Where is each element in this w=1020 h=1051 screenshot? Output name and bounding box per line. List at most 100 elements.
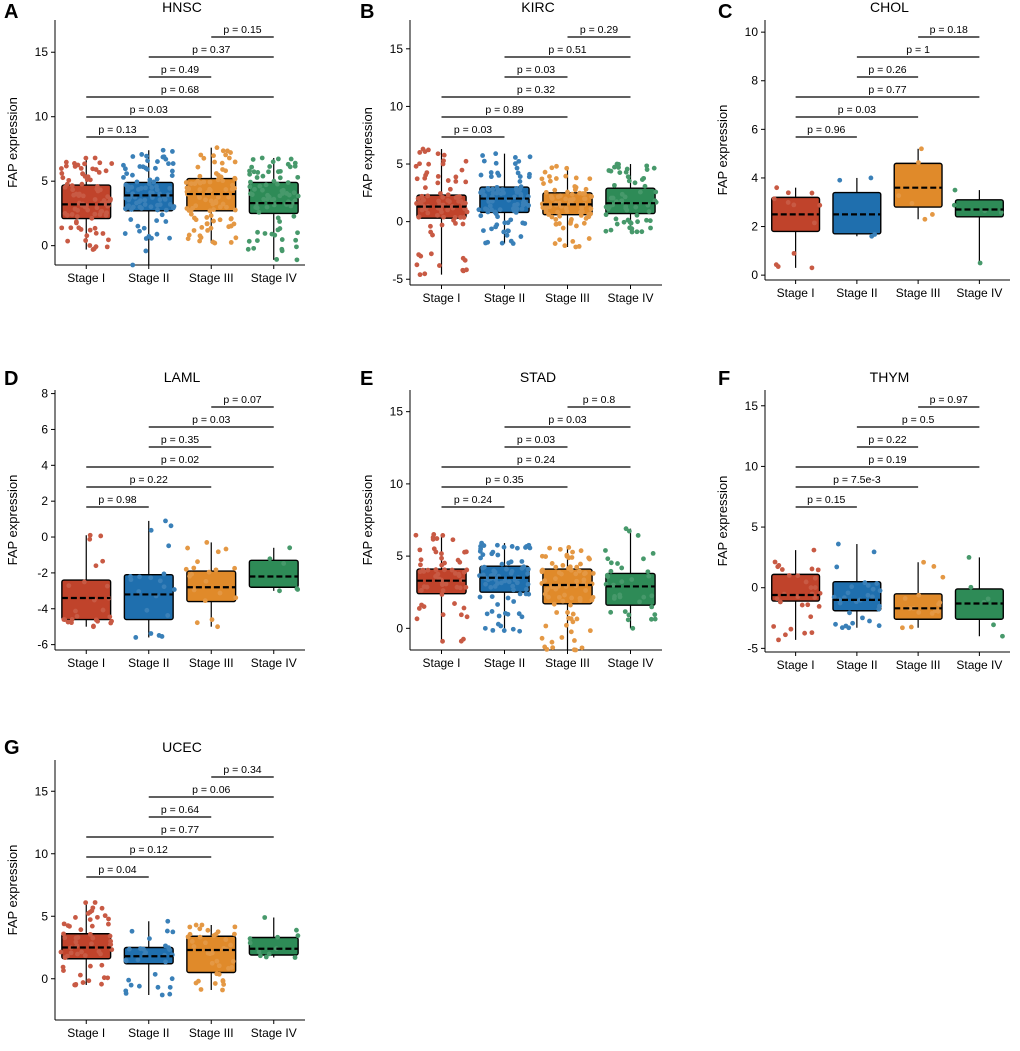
panel-g: G UCEC FAP expression 0 5 10 15 Stage I Stage II…	[4, 737, 305, 1040]
data-point	[73, 939, 79, 945]
data-point	[649, 616, 654, 622]
x-tick-label: Stage I	[67, 1026, 105, 1040]
data-point	[122, 166, 128, 172]
data-point	[89, 941, 94, 947]
data-point	[612, 164, 617, 170]
data-point	[184, 206, 190, 211]
data-point	[230, 182, 235, 188]
data-point	[284, 191, 290, 196]
data-point	[247, 936, 253, 942]
data-point	[525, 571, 531, 577]
p-value-label: p = 0.37	[192, 44, 230, 56]
data-point	[514, 201, 520, 207]
data-point	[157, 202, 163, 207]
data-point	[502, 578, 508, 584]
p-value-label: p = 0.18	[930, 24, 968, 36]
p-value-label: p = 0.98	[98, 494, 136, 506]
data-point	[455, 557, 461, 563]
p-value-label: p = 0.35	[485, 474, 523, 486]
data-point	[149, 235, 154, 241]
data-point	[613, 216, 619, 222]
data-point	[614, 221, 620, 227]
data-point	[518, 184, 524, 190]
data-point	[228, 942, 234, 948]
p-value-label: p = 0.03	[517, 64, 555, 76]
data-point	[220, 167, 225, 172]
data-point	[564, 165, 570, 171]
p-value-label: p = 0.07	[223, 394, 261, 406]
data-point	[205, 228, 210, 233]
data-point	[850, 620, 856, 626]
data-point	[61, 931, 66, 937]
data-point	[539, 635, 545, 641]
panel-b: B KIRC FAP expression -5 0 5 10 15 Stage I Stage …	[360, 0, 662, 305]
p-value-label: p = 0.89	[485, 104, 523, 116]
data-point	[641, 594, 647, 600]
data-point	[197, 926, 203, 932]
data-point	[460, 255, 466, 261]
y-tick-label: 2	[41, 494, 48, 508]
data-point	[93, 563, 99, 569]
data-point	[416, 214, 422, 220]
data-point	[549, 196, 555, 201]
data-point	[226, 194, 232, 200]
data-point	[97, 212, 103, 217]
data-point	[449, 567, 455, 573]
data-point	[106, 916, 111, 922]
data-point	[501, 628, 507, 633]
data-point	[256, 209, 262, 215]
data-point	[89, 923, 95, 929]
data-point	[586, 555, 592, 561]
box-3	[248, 936, 299, 956]
data-point	[512, 194, 517, 200]
data-point	[458, 215, 463, 220]
data-point	[226, 155, 232, 161]
data-point	[625, 617, 631, 623]
data-point	[977, 260, 983, 266]
data-point	[101, 975, 107, 981]
data-point	[562, 592, 567, 598]
data-point	[195, 164, 201, 170]
data-point	[583, 588, 589, 593]
y-tick-label: 6	[41, 422, 48, 436]
x-tick-label: Stage IV	[251, 1026, 297, 1040]
panel-letter: A	[4, 1, 18, 23]
data-point	[100, 231, 106, 236]
data-point	[802, 630, 808, 636]
data-point	[209, 617, 215, 623]
data-point	[279, 246, 285, 252]
y-tick-label: 5	[396, 549, 403, 563]
y-tick-label: 4	[41, 458, 48, 472]
data-point	[294, 927, 299, 933]
data-point	[100, 607, 106, 613]
data-point	[69, 212, 75, 217]
data-point	[267, 556, 273, 562]
data-point	[144, 607, 150, 613]
data-point	[80, 980, 86, 985]
data-point	[106, 921, 111, 927]
data-point	[576, 568, 582, 574]
data-point	[128, 217, 134, 222]
data-point	[501, 229, 507, 235]
data-point	[205, 927, 211, 933]
data-point	[213, 567, 219, 573]
data-point	[551, 601, 557, 607]
data-point	[152, 165, 158, 171]
data-point	[61, 921, 67, 927]
data-point	[247, 184, 253, 190]
data-point	[77, 972, 83, 978]
data-point	[586, 236, 592, 241]
data-point	[921, 559, 926, 565]
data-point	[554, 163, 559, 169]
data-point	[196, 978, 201, 984]
data-point	[605, 556, 611, 562]
data-point	[505, 595, 511, 601]
data-point	[773, 262, 779, 268]
data-point	[611, 582, 616, 588]
data-point	[553, 217, 559, 222]
data-point	[294, 257, 300, 263]
data-point	[66, 583, 72, 589]
data-point	[518, 234, 524, 239]
data-point	[82, 161, 87, 167]
